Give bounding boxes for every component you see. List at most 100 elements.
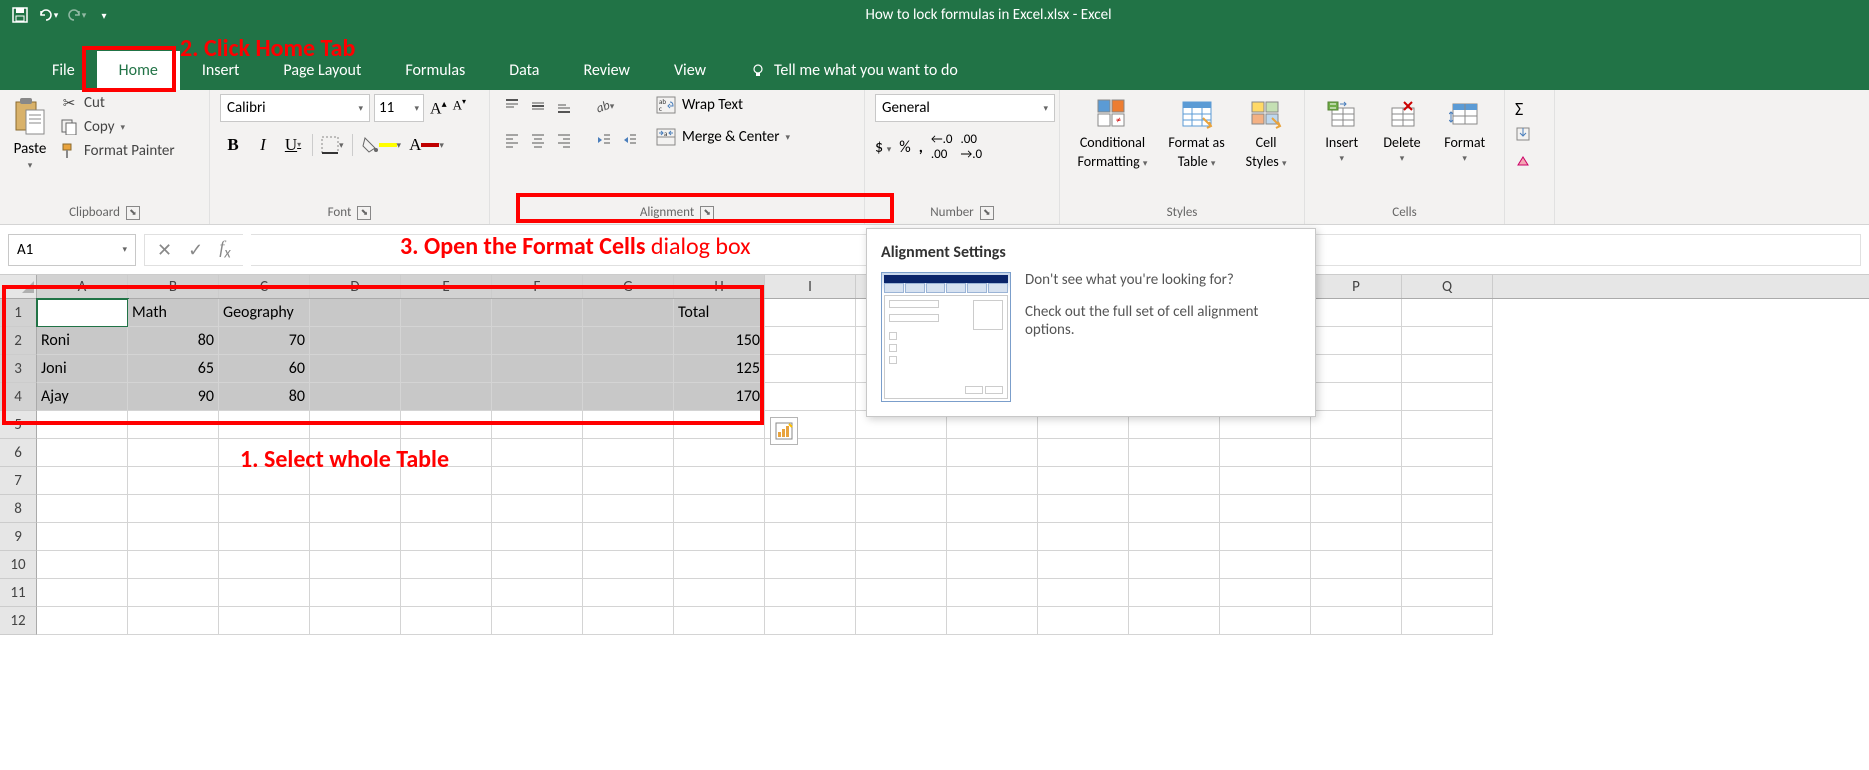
row-header[interactable]: 3 — [0, 355, 37, 383]
cell[interactable] — [219, 439, 310, 467]
cell[interactable] — [219, 523, 310, 551]
format-painter-button[interactable]: Format Painter — [60, 142, 175, 160]
shrink-font-button[interactable]: A▾ — [451, 95, 468, 120]
cell[interactable] — [492, 523, 583, 551]
cell[interactable]: Joni — [37, 355, 128, 383]
row-header[interactable]: 2 — [0, 327, 37, 355]
cell[interactable]: Roni — [37, 327, 128, 355]
clear-button[interactable] — [1515, 153, 1544, 174]
delete-cells-button[interactable]: Delete▾ — [1381, 94, 1422, 166]
tab-data[interactable]: Data — [487, 51, 561, 90]
cell[interactable] — [1311, 299, 1402, 327]
enter-formula-icon[interactable]: ✓ — [188, 239, 203, 261]
autosum-button[interactable]: Σ — [1515, 98, 1544, 120]
cell[interactable]: 60 — [219, 355, 310, 383]
column-header[interactable]: G — [583, 275, 674, 298]
cell[interactable] — [1311, 383, 1402, 411]
cell[interactable] — [219, 495, 310, 523]
cell[interactable] — [1129, 439, 1220, 467]
cell[interactable] — [1402, 383, 1493, 411]
cell[interactable] — [401, 579, 492, 607]
align-top-button[interactable] — [500, 94, 524, 118]
cell[interactable] — [1129, 607, 1220, 635]
cell[interactable] — [674, 579, 765, 607]
font-launcher[interactable]: ⬊ — [357, 206, 371, 220]
cell[interactable] — [310, 439, 401, 467]
cell[interactable]: 80 — [219, 383, 310, 411]
paste-button[interactable]: Paste ▾ — [10, 94, 50, 173]
cell[interactable] — [1220, 551, 1311, 579]
cell[interactable] — [583, 327, 674, 355]
cell[interactable] — [128, 495, 219, 523]
cell-styles-button[interactable]: CellStyles ▾ — [1244, 94, 1289, 172]
borders-button[interactable]: ▾ — [319, 134, 346, 156]
cell[interactable] — [765, 523, 856, 551]
cell[interactable] — [1311, 523, 1402, 551]
cell[interactable] — [765, 299, 856, 327]
insert-cells-button[interactable]: Insert▾ — [1322, 94, 1362, 166]
percent-button[interactable]: % — [899, 138, 910, 157]
cell[interactable] — [1402, 411, 1493, 439]
cell[interactable] — [401, 411, 492, 439]
cell[interactable] — [37, 439, 128, 467]
cell[interactable] — [1220, 495, 1311, 523]
number-launcher[interactable]: ⬊ — [980, 206, 994, 220]
cell[interactable] — [1311, 579, 1402, 607]
cell[interactable] — [401, 439, 492, 467]
cell[interactable] — [492, 299, 583, 327]
cell[interactable] — [856, 439, 947, 467]
cell[interactable] — [583, 523, 674, 551]
decrease-decimal-button[interactable]: .00→.0 — [960, 132, 982, 162]
save-icon[interactable] — [8, 3, 32, 27]
fill-color-button[interactable]: ▾ — [359, 134, 404, 156]
cell[interactable] — [947, 495, 1038, 523]
cell[interactable] — [310, 551, 401, 579]
cell[interactable] — [1129, 495, 1220, 523]
cell[interactable] — [310, 355, 401, 383]
cell[interactable] — [37, 495, 128, 523]
quick-analysis-button[interactable] — [770, 417, 798, 445]
cell[interactable] — [856, 467, 947, 495]
cell[interactable] — [1311, 411, 1402, 439]
cell[interactable] — [1402, 299, 1493, 327]
cell[interactable] — [492, 607, 583, 635]
cell[interactable]: 80 — [128, 327, 219, 355]
cell[interactable] — [1129, 467, 1220, 495]
cell[interactable] — [856, 579, 947, 607]
cell[interactable] — [583, 411, 674, 439]
cell[interactable] — [674, 495, 765, 523]
cell[interactable] — [1402, 355, 1493, 383]
cell[interactable] — [1038, 495, 1129, 523]
cell[interactable] — [128, 607, 219, 635]
wrap-text-button[interactable]: abcWrap Text — [652, 94, 794, 116]
decrease-indent-button[interactable] — [592, 128, 616, 152]
cell[interactable] — [947, 579, 1038, 607]
row-header[interactable]: 1 — [0, 299, 37, 327]
tell-me[interactable]: Tell me what you want to do — [728, 51, 980, 90]
cell[interactable] — [1402, 495, 1493, 523]
column-header[interactable]: A — [37, 275, 128, 298]
cell[interactable] — [1311, 607, 1402, 635]
cell[interactable] — [310, 607, 401, 635]
cell[interactable]: 170 — [674, 383, 765, 411]
cell[interactable] — [947, 551, 1038, 579]
row-header[interactable]: 12 — [0, 607, 37, 635]
tab-insert[interactable]: Insert — [180, 51, 262, 90]
tab-home[interactable]: Home — [97, 51, 180, 90]
column-header[interactable]: F — [492, 275, 583, 298]
grow-font-button[interactable]: A▴ — [428, 95, 449, 120]
alignment-launcher[interactable]: ⬊ — [700, 206, 714, 220]
cell[interactable] — [401, 523, 492, 551]
clipboard-launcher[interactable]: ⬊ — [126, 206, 140, 220]
cell[interactable] — [401, 327, 492, 355]
cell[interactable] — [856, 607, 947, 635]
redo-icon[interactable]: ▾ — [64, 3, 88, 27]
cell[interactable] — [1220, 439, 1311, 467]
cell[interactable] — [492, 411, 583, 439]
cell[interactable] — [1402, 467, 1493, 495]
cell[interactable] — [37, 607, 128, 635]
comma-button[interactable]: , — [919, 138, 923, 157]
cell[interactable] — [37, 467, 128, 495]
cell[interactable] — [583, 467, 674, 495]
cell[interactable] — [492, 383, 583, 411]
